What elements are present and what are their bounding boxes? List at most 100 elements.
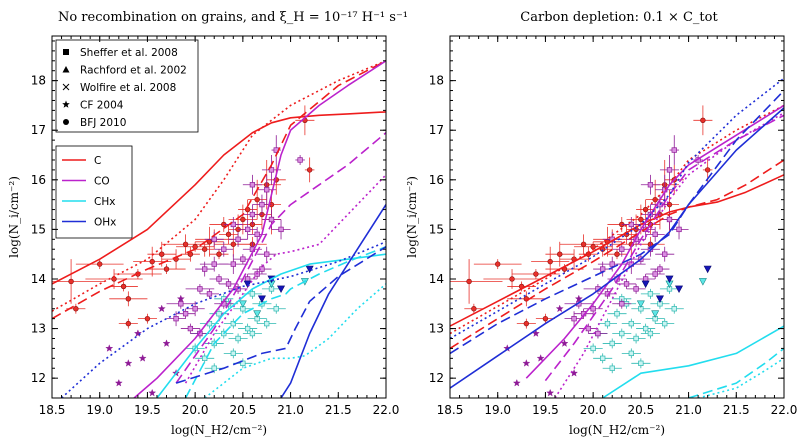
obs-chx-point [647,291,654,297]
obs-c-point [125,296,132,302]
obs-co-point [178,301,184,307]
series-ohx-dotted [450,77,784,340]
obs-chx-point [633,335,639,342]
obs-c-point [306,167,313,173]
legend-lines-box [55,145,133,239]
obs-c-point [642,206,649,213]
obs-co-star [176,294,185,303]
panel-right: Carbon depletion: 0.1 × C_tot log(N_H2/c… [405,10,797,437]
obs-co-star [133,329,142,337]
series-co-solid [132,60,386,398]
legend-line-chx: CHx [62,196,115,208]
obs-chx-limit [253,310,262,318]
obs-c-point [580,241,587,247]
obs-ohx-limit [641,280,650,289]
obs-co-point [216,276,222,282]
obs-chx-limit [698,278,707,286]
obs-c-point [201,246,208,252]
obs-co-star [512,378,521,387]
obs-chx-limit [636,300,645,308]
obs-chx-point [647,330,654,337]
legend-lines: C CO CHx OHx [55,145,133,239]
obs-chx-point [600,355,606,361]
legend-line-label: CO [94,176,110,188]
obs-ohx-limit [655,295,664,303]
legend-cross-icon [62,83,70,91]
obs-chx-point [609,340,615,347]
obs-chx-point [211,365,217,371]
obs-co-star [114,378,123,387]
y-tick-label: 15 [429,222,444,236]
obs-chx-point [264,320,270,327]
obs-chx-point [642,325,649,332]
y-tick-label: 18 [429,74,444,88]
obs-co-point [571,316,577,322]
series-ohx-solid [280,204,386,398]
panel-left-frame [51,35,387,399]
y-tick-label: 12 [429,371,444,385]
x-tick-label: 19.5 [134,403,161,417]
obs-co-point [221,246,227,252]
x-tick-label: 18.5 [437,403,464,417]
legend-circle-icon [63,119,69,125]
legend-marker-label: CF 2004 [80,100,124,112]
obs-co-star [138,354,147,362]
panel-right-xlabel: log(N_H2/cm⁻²) [569,423,665,437]
series-ohx-dashed [450,89,784,355]
series-chx-dotted [697,357,784,398]
obs-co-point [647,182,654,188]
legend-line-label: CHx [94,196,115,208]
obs-co-point [211,261,217,267]
obs-chx-point [249,330,256,337]
legend-square-icon [63,49,69,55]
legend-line-c: C [62,155,101,167]
obs-c-point [704,167,711,173]
obs-chx-point [619,330,625,337]
obs-ohx-limit [675,285,684,294]
obs-co-point [671,147,677,153]
panel-right-title: Carbon depletion: 0.1 × C_tot [520,10,718,25]
y-tick-label: 14 [429,272,444,286]
obs-co-point [628,221,634,228]
obs-c-point [144,315,151,322]
panel-right-frame [449,35,785,399]
series-c-solid [52,111,386,285]
panel-left-observations [52,105,315,397]
x-tick-label: 22.0 [373,403,400,417]
obs-c-point [700,117,706,124]
obs-c-point [509,276,515,282]
obs-co-point [652,231,658,238]
x-tick-label: 20.5 [229,403,256,417]
obs-co-point [604,291,611,297]
x-tick-label: 21.5 [723,403,750,417]
obs-co-point [633,286,639,292]
obs-co-point [595,330,601,337]
series-chx-dashed [688,347,784,398]
series-co-solid [525,104,784,379]
obs-chx-point [230,320,236,327]
legend-line-label: OHx [94,217,116,229]
obs-c-point [216,251,222,257]
obs-co-point [619,246,625,252]
obs-co-point [585,325,592,332]
obs-chx-point [604,320,611,327]
y-tick-label: 15 [31,222,46,236]
obs-co-point [182,311,189,317]
obs-ohx-limit [257,295,266,303]
obs-co-star [536,354,545,362]
legend-marker-label: Sheffer et al. 2008 [80,47,178,59]
obs-c-point [182,241,189,247]
obs-c-point [495,261,501,267]
obs-c-point [557,251,563,257]
x-tick-label: 22.0 [771,403,798,417]
obs-chx-point [230,350,236,357]
obs-ohx-limit [703,265,712,274]
obs-chx-point [202,355,208,361]
obs-c-point [533,271,539,277]
obs-chx-point [671,306,677,312]
obs-c-point [68,278,74,285]
legend-markers: Sheffer et al. 2008 Rachford et al. 2002 W… [55,39,199,133]
x-tick-label: 19.0 [86,403,113,417]
obs-co-point [173,316,179,322]
obs-co-point [642,276,649,282]
